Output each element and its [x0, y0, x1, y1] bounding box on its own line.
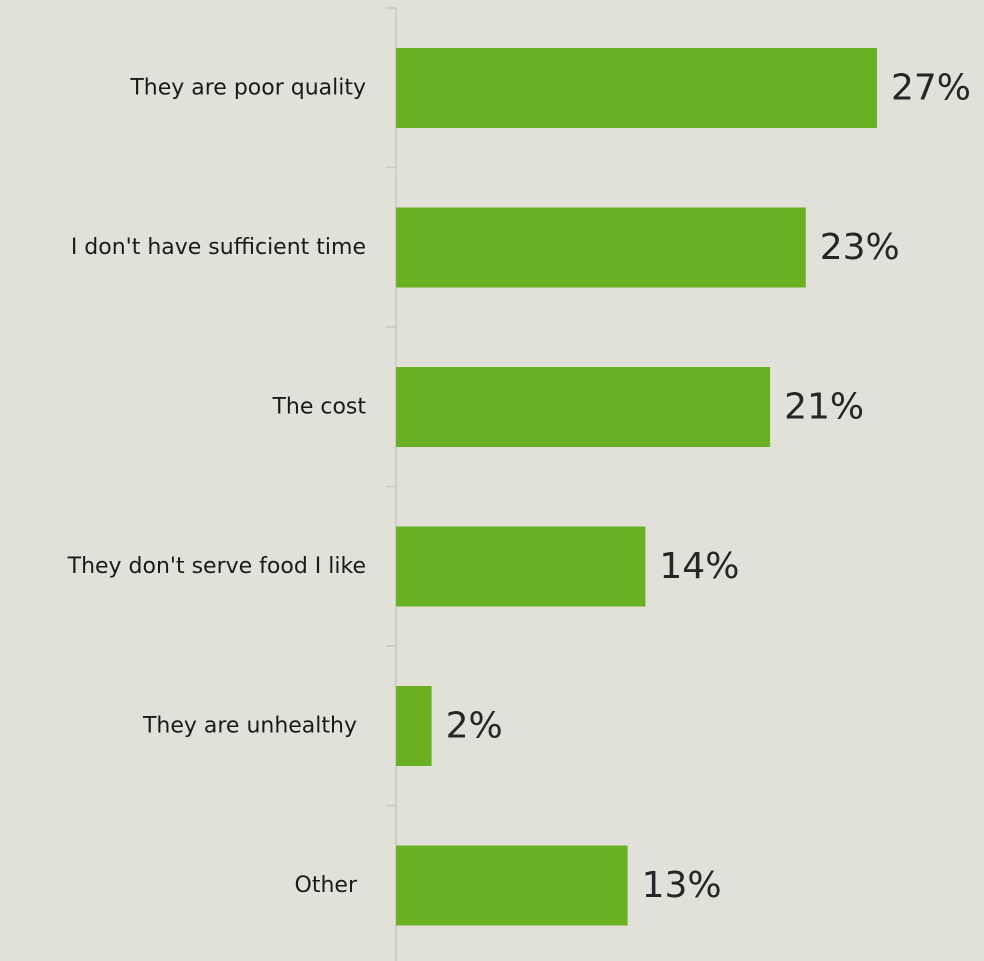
bar: [396, 48, 877, 128]
bar: [396, 526, 646, 607]
bar: [396, 686, 432, 766]
labels-layer: They are poor quality 27% I don't have suf…: [67, 68, 971, 907]
data-label: 23%: [820, 227, 900, 268]
data-label: 27%: [891, 68, 971, 109]
bar: [396, 367, 771, 447]
data-label: 14%: [659, 546, 739, 587]
category-label: The cost: [271, 395, 366, 420]
category-label: Other: [295, 873, 358, 898]
bar: [396, 845, 628, 926]
axis-layer: [386, 7, 397, 961]
bar: [396, 207, 806, 288]
data-label: 2%: [446, 706, 503, 747]
category-label: I don't have sufficient time: [71, 235, 366, 260]
bars-layer: [396, 48, 877, 926]
category-label: They are poor quality: [129, 76, 366, 101]
category-label: They are unhealthy: [142, 714, 357, 739]
data-label: 21%: [784, 387, 864, 428]
category-label: They don't serve food I like: [67, 554, 366, 579]
data-label: 13%: [642, 865, 722, 906]
